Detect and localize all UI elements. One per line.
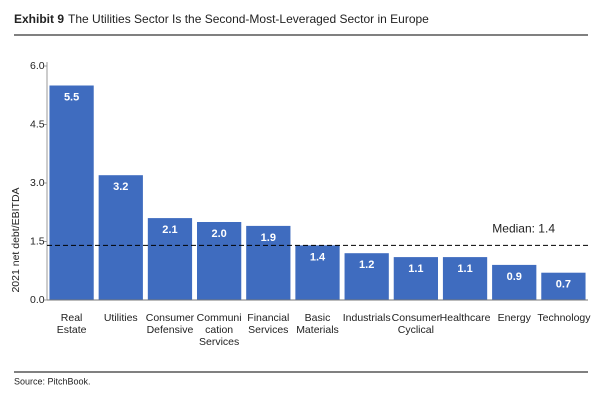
y-tick-label: 0.0 xyxy=(30,294,45,306)
bar xyxy=(197,222,242,300)
value-label: 1.4 xyxy=(310,251,326,263)
value-label: 0.9 xyxy=(507,271,522,283)
bar xyxy=(49,85,94,300)
bar xyxy=(344,253,389,300)
median-label: Median: 1.4 xyxy=(492,222,555,236)
bar xyxy=(541,272,586,300)
x-tick-label: Industrials xyxy=(342,312,391,324)
value-label: 1.1 xyxy=(457,263,472,275)
x-tick-label: Energy xyxy=(497,312,531,324)
source: Source: PitchBook. xyxy=(14,376,91,386)
value-label: 5.5 xyxy=(64,91,79,103)
y-tick-label: 1.5 xyxy=(30,235,45,247)
value-label: 2.0 xyxy=(211,228,226,240)
y-tick-label: 4.5 xyxy=(30,118,45,130)
x-tick-label: Healthcare xyxy=(439,312,491,324)
y-axis-label: 2021 net debt/EBITDA xyxy=(10,187,22,292)
value-label: 1.2 xyxy=(359,259,374,271)
chart-title: Exhibit 9 The Utilities Sector Is the Sec… xyxy=(14,12,429,26)
bar xyxy=(147,218,193,300)
x-tick-label: Consumer Cyclical xyxy=(391,312,441,336)
value-label: 1.9 xyxy=(261,232,276,244)
title-text: The Utilities Sector Is the Second-Most-… xyxy=(68,12,429,26)
bar xyxy=(246,225,291,300)
x-tick-label: Real Estate xyxy=(56,312,87,336)
y-tick-label: 3.0 xyxy=(30,177,45,189)
bar xyxy=(393,257,438,300)
y-tick-label: 6.0 xyxy=(30,60,45,72)
value-label: 0.7 xyxy=(556,279,571,291)
x-tick-label: Utilities xyxy=(103,312,138,324)
x-tick-label: Technology xyxy=(537,312,591,324)
x-tick-label: Communi cation Services xyxy=(196,312,242,348)
x-tick-label: Consumer Defensive xyxy=(145,312,195,336)
exhibit-label: Exhibit 9 xyxy=(14,12,64,26)
bar xyxy=(295,245,340,300)
value-label: 2.1 xyxy=(162,224,177,236)
x-tick-label: Financial Services xyxy=(247,312,290,336)
x-tick-label: Basic Materials xyxy=(296,312,339,336)
bar xyxy=(98,175,143,300)
value-label: 3.2 xyxy=(113,181,128,193)
bar xyxy=(492,264,537,300)
value-label: 1.1 xyxy=(408,263,423,275)
bar xyxy=(442,257,488,300)
